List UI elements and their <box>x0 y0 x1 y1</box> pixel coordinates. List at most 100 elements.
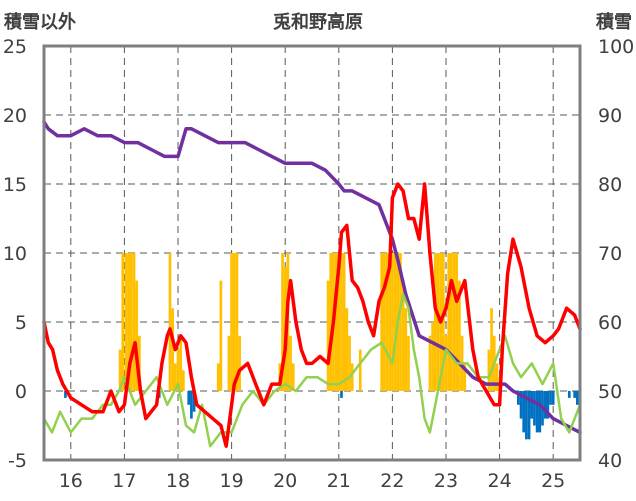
precip_positive-bar <box>495 363 499 391</box>
precip_negative-bar <box>187 391 191 405</box>
precip_positive-bar <box>490 308 493 391</box>
series-lines <box>42 120 582 448</box>
precip_negative-bar <box>533 391 536 426</box>
x-tick-label: 24 <box>488 470 512 492</box>
precip_positive-bar <box>407 335 410 391</box>
precip_positive-bar <box>219 280 223 391</box>
precip_positive-bar <box>391 253 394 391</box>
x-tick-label: 19 <box>220 470 244 492</box>
precip_positive-bar <box>380 253 384 391</box>
y-left-tick-label: -5 <box>8 450 27 472</box>
precip_positive-bar <box>168 253 172 391</box>
precip_positive-bar <box>458 280 461 391</box>
precip_positive-bar <box>358 349 362 391</box>
precip_positive-bar <box>289 335 292 391</box>
precip_positive-bar <box>433 253 437 391</box>
y-left-tick-label: 5 <box>15 312 27 334</box>
precip_negative-bar <box>519 391 523 419</box>
precip_positive-bar <box>329 253 333 391</box>
precip_negative-bar <box>535 391 539 433</box>
precip_positive-bar <box>130 253 133 391</box>
chart-title: 兎和野高原 <box>273 11 363 33</box>
precip_positive-bar <box>334 253 338 391</box>
left-axis-label: 積雪以外 <box>3 11 76 33</box>
precip_positive-bar <box>227 335 231 391</box>
x-tick-label: 16 <box>59 470 83 492</box>
right-axis-label: 積雪 <box>595 11 632 33</box>
y-left-tick-label: 25 <box>3 36 27 58</box>
precip_positive-bar <box>176 349 180 391</box>
precip_positive-bar <box>444 335 448 391</box>
precip_negative-bar <box>527 391 531 440</box>
precip_positive-bar <box>450 253 453 391</box>
tick-labels: -5 0 5 10 15 20 25 40 50 60 70 80 90 100 16 17 18 19 20 21 2… <box>3 36 634 492</box>
y-right-tick-label: 60 <box>598 312 622 334</box>
precip_negative-bar <box>64 391 67 398</box>
precip_positive-bar <box>348 335 351 391</box>
precip_positive-bar <box>428 335 432 391</box>
precip_negative-bar <box>522 391 526 433</box>
precip_positive-bar <box>393 253 397 391</box>
precip_positive-bar <box>345 308 349 391</box>
precip_negative-bar <box>530 391 534 419</box>
precip_positive-bar <box>455 253 459 391</box>
precip_positive-bar <box>401 280 405 391</box>
x-tick-label: 21 <box>327 470 351 492</box>
precip_negative-bar <box>551 391 555 405</box>
precip_positive-bar <box>388 253 392 391</box>
precip_negative-bar <box>525 391 528 440</box>
y-right-tick-label: 40 <box>598 450 622 472</box>
precip_positive-bar <box>182 370 185 391</box>
precip_positive-bar <box>350 363 354 391</box>
y-right-tick-label: 80 <box>598 174 622 196</box>
precip_negative-bar <box>567 391 571 398</box>
precip_negative-bar <box>190 391 193 419</box>
precip_positive-bar <box>340 253 343 391</box>
x-tick-label: 25 <box>541 470 565 492</box>
precip_positive-bar <box>124 253 128 391</box>
precip_positive-bar <box>463 363 467 391</box>
precip_negative-bar <box>575 391 579 405</box>
precip_positive-bar <box>138 335 141 391</box>
precip_positive-bar <box>127 253 131 391</box>
precip_negative-bar <box>340 391 343 398</box>
precip_positive-bar <box>447 253 451 391</box>
precip_negative-bar <box>543 391 547 419</box>
precip_positive-bar <box>173 363 177 391</box>
x-tick-label: 23 <box>434 470 458 492</box>
precip_positive-bar <box>399 253 402 391</box>
precip_negative-bar <box>538 391 542 433</box>
precip_positive-bar <box>121 253 125 391</box>
y-right-tick-label: 90 <box>598 105 622 127</box>
snow_depth-line <box>42 120 582 435</box>
precip_positive-bar <box>487 349 491 391</box>
precip_positive-bar <box>281 253 284 391</box>
precip_positive-bar <box>291 363 295 391</box>
precip_positive-bar <box>179 335 183 391</box>
precip_positive-bar <box>452 253 456 391</box>
y-right-tick-label: 70 <box>598 243 622 265</box>
precip_positive-bar <box>132 253 136 391</box>
precip_positive-bar <box>383 253 386 391</box>
precip_positive-bar <box>404 308 408 391</box>
y-left-tick-label: 0 <box>15 381 27 403</box>
y-right-tick-label: 100 <box>598 36 634 58</box>
precip_positive-bar <box>337 253 341 391</box>
precip_positive-bar <box>431 322 434 391</box>
precip_positive-bar <box>385 253 389 391</box>
precip_positive-bar <box>171 308 174 391</box>
y-left-tick-label: 15 <box>3 174 27 196</box>
precip_positive-bar <box>436 253 440 391</box>
precip_positive-bar <box>216 363 220 391</box>
y-left-tick-label: 10 <box>3 243 27 265</box>
precip_negative-bar <box>549 391 552 405</box>
x-tick-label: 17 <box>112 470 136 492</box>
humidity_like-line <box>42 293 582 448</box>
precip_negative-bar <box>517 391 520 405</box>
x-tick-label: 22 <box>380 470 404 492</box>
precip_negative-bar <box>573 391 576 398</box>
precip_positive-bar <box>118 349 122 391</box>
precip_negative-bar <box>192 391 196 412</box>
precip_negative-bar <box>546 391 550 419</box>
